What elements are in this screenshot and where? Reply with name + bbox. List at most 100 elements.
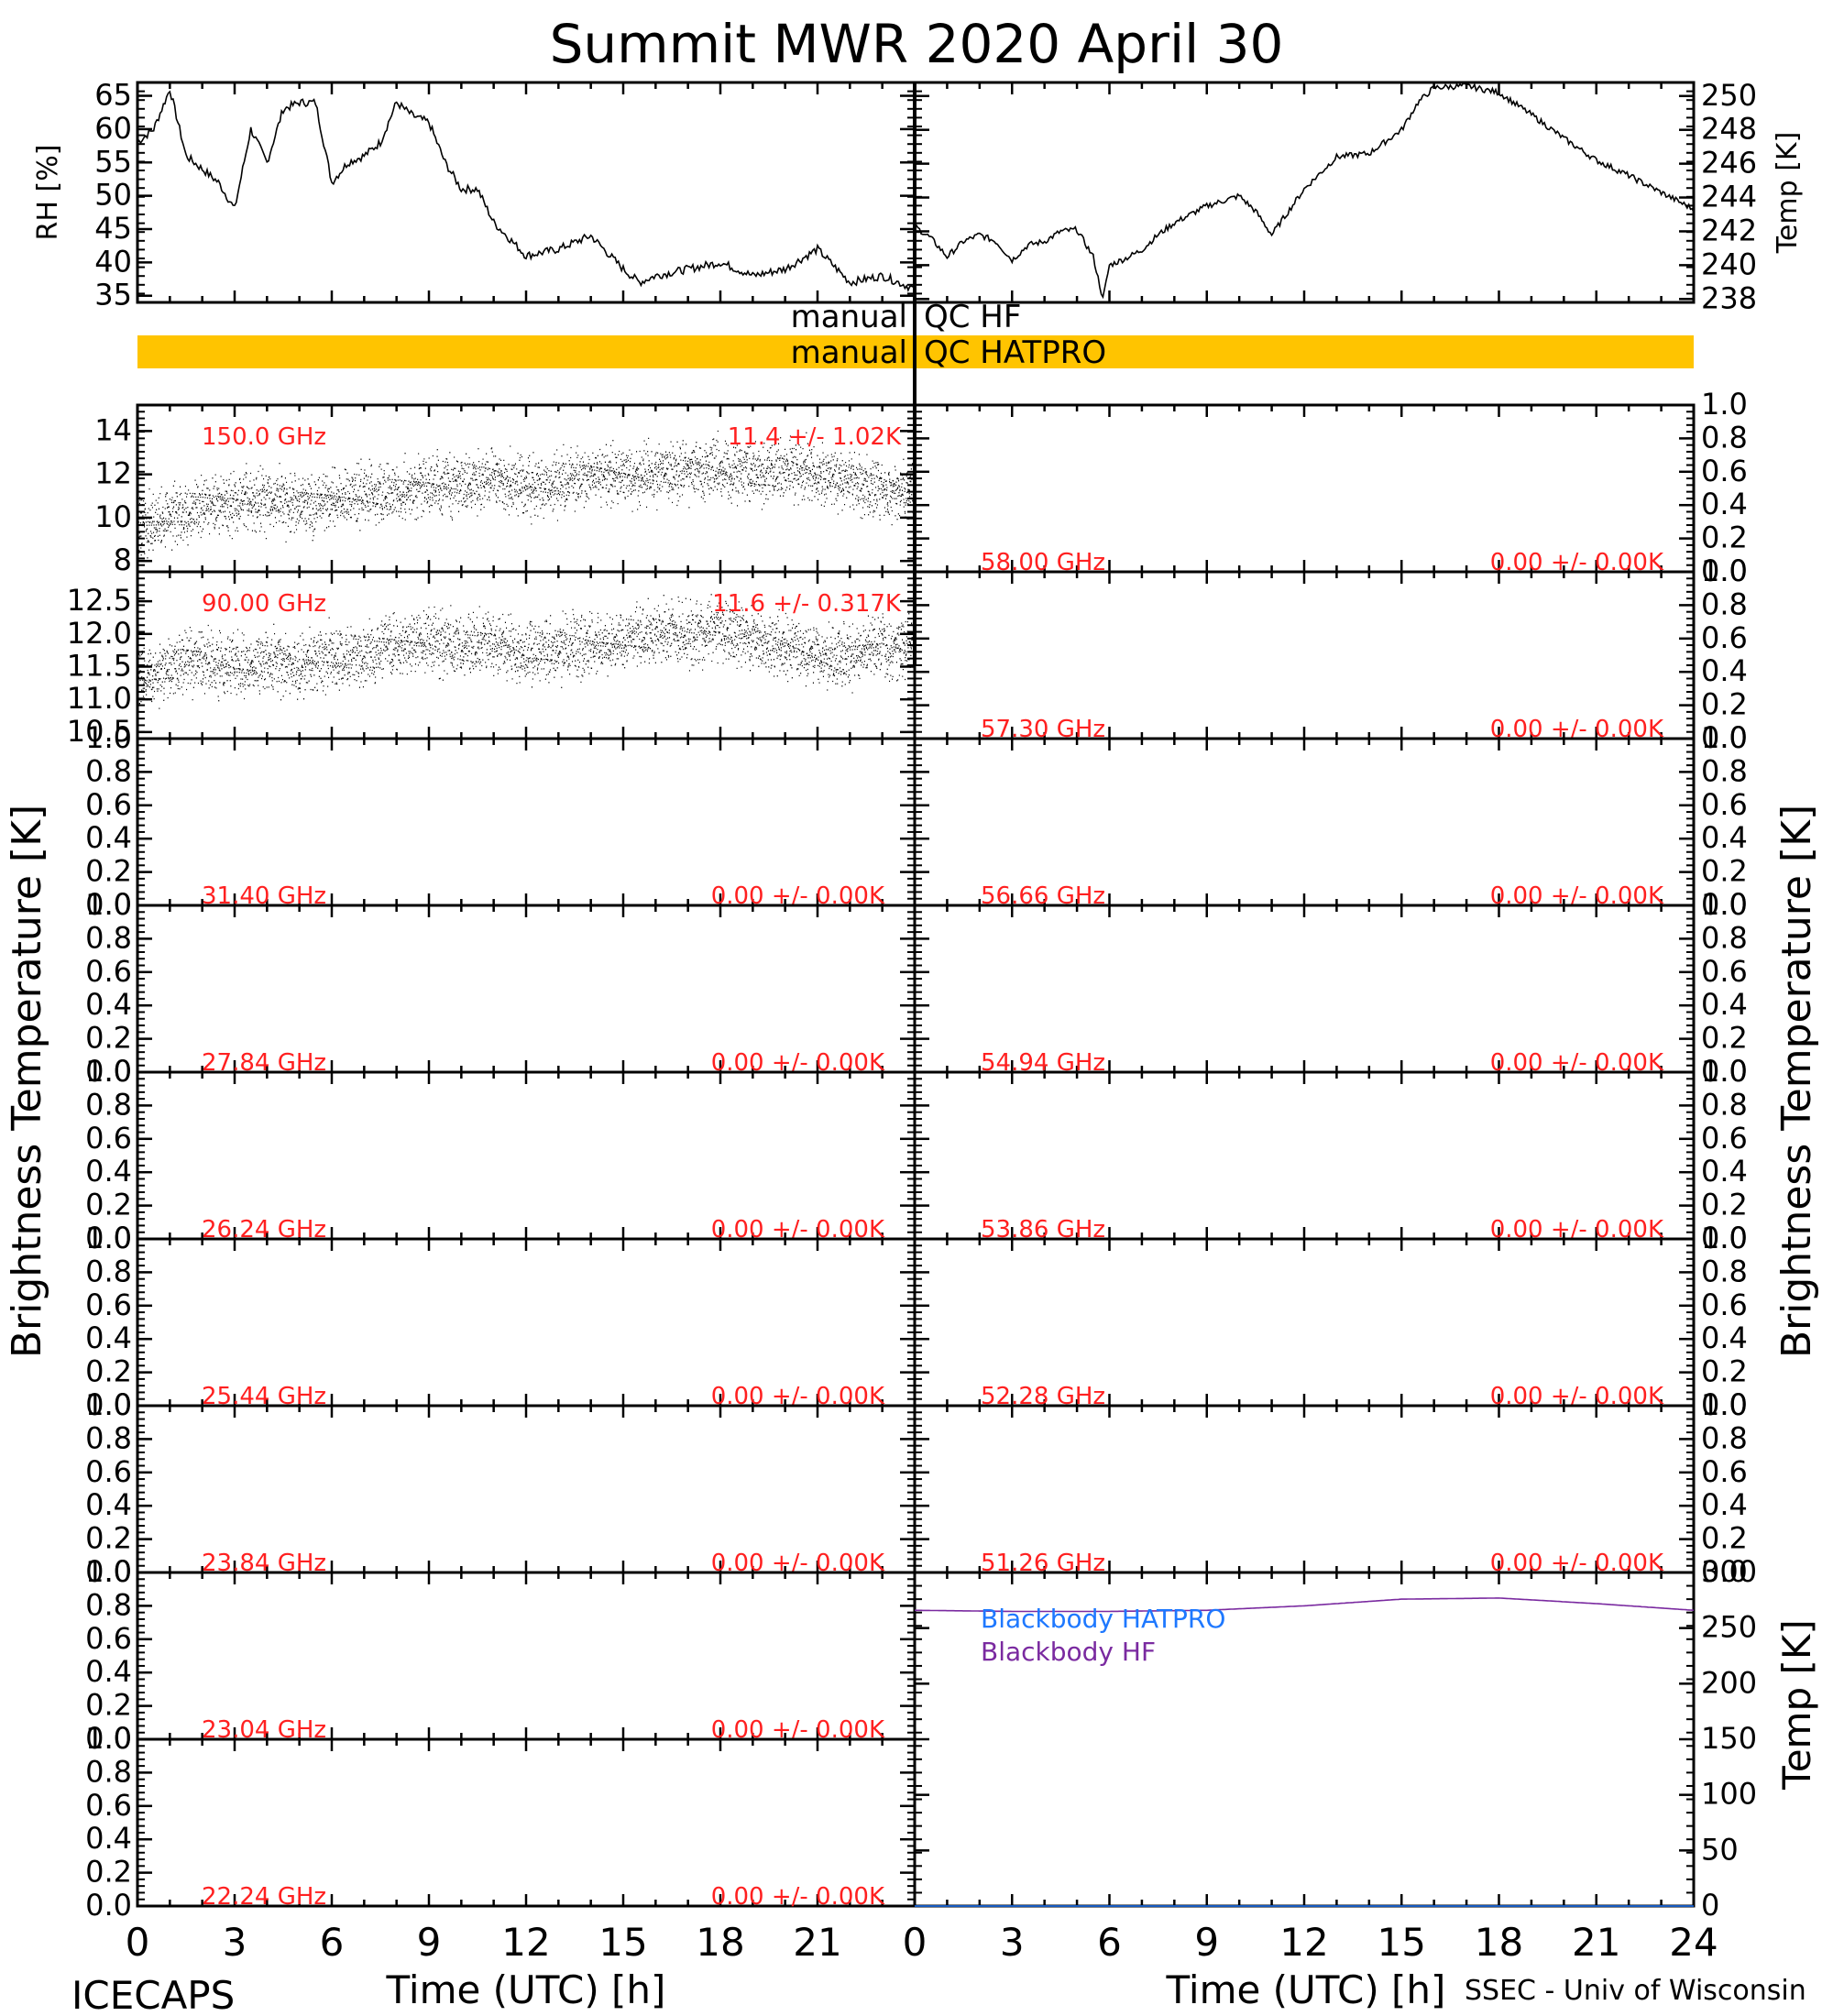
left-channel-panel-ytick-label: 0.2 <box>85 854 132 889</box>
footer-left: ICECAPS <box>71 1973 235 2016</box>
left-channel-panel-ytick-label: 0.2 <box>85 1354 132 1389</box>
channel-stats-label: 0.00 +/- 0.00K <box>711 1883 885 1911</box>
right-channel-panel-ytick-label: 0.6 <box>1701 620 1748 655</box>
channel-stats-label: 11.6 +/- 0.317K <box>712 590 902 618</box>
left-channel-panel <box>136 1070 916 1241</box>
right-channel-panel-ytick-label: 0.6 <box>1701 1287 1748 1322</box>
right-channel-panel-ytick-label: 1.0 <box>1701 1387 1748 1422</box>
left-channel-panel-ytick-label: 0.6 <box>85 1454 132 1489</box>
right-channel-panel-ytick-label: 0.2 <box>1701 687 1748 722</box>
left-side-label: Brightness Temperature [K] <box>4 805 50 1358</box>
left-channel-panel-ytick-label: 0.8 <box>85 753 132 788</box>
blackbody-panel-ytick-label: 250 <box>1701 1610 1757 1645</box>
left-channel-panel-ytick-label: 0.6 <box>85 1287 132 1322</box>
right-channel-panel <box>913 904 1696 1074</box>
right-channel-panel-ytick-label: 0.0 <box>1701 887 1748 922</box>
right-channel-panel-ytick-label: 0.8 <box>1701 586 1748 621</box>
time-tick-label-left: 12 <box>501 1920 550 1965</box>
left-channel-panel-ytick-label: 0.6 <box>85 1121 132 1156</box>
time-tick-label-left: 21 <box>793 1920 841 1965</box>
right-channel-panel-ytick-label: 0.6 <box>1701 454 1748 488</box>
right-channel-panel-ytick-label: 0.4 <box>1701 820 1748 855</box>
left-channel-panel-ytick-label: 0.0 <box>85 1888 132 1923</box>
right-channel-panel-ytick-label: 1.0 <box>1701 387 1748 422</box>
right-channel-panel-ytick-label: 0.4 <box>1701 653 1748 688</box>
left-channel-panel-ytick-label: 0.0 <box>85 1387 132 1422</box>
right-channel-panel-ytick-label: 0.8 <box>1701 420 1748 455</box>
time-tick-label-right: 12 <box>1279 1920 1328 1965</box>
time-tick-label-right: 21 <box>1572 1920 1620 1965</box>
time-tick-label-right: 18 <box>1475 1920 1523 1965</box>
left-channel-panel-ytick-label: 0.4 <box>85 1821 132 1856</box>
right-channel-panel-ytick-label: 0.0 <box>1701 1387 1748 1422</box>
temp-panel-ytick-label: 246 <box>1701 146 1757 181</box>
blackbody-panel-ytick-label: 50 <box>1701 1832 1739 1867</box>
right-channel-panel-ytick-label: 0.2 <box>1701 1354 1748 1389</box>
left-channel-panel-ytick-label: 1.0 <box>85 1387 132 1422</box>
temp-panel-ytick-label: 248 <box>1701 112 1757 147</box>
temp-series-line <box>914 82 1695 300</box>
qc-hf-label-left: manual <box>791 299 907 335</box>
right-channel-panel-ytick-label: 0.8 <box>1701 1420 1748 1455</box>
channel-freq-label: 150.0 GHz <box>202 423 326 451</box>
left-channel-panel-ytick-label: 0.8 <box>85 1254 132 1288</box>
left-channel-panel-ytick-label: 0.2 <box>85 1188 132 1222</box>
time-tick-label-left: 15 <box>598 1920 647 1965</box>
left-channel-panel-ytick-label: 10 <box>94 499 132 534</box>
qc-hf-label-right: QC HF <box>924 299 1021 335</box>
left-channel-panel-ytick-label: 1.0 <box>85 1054 132 1089</box>
time-tick-label-left: 18 <box>696 1920 744 1965</box>
time-tick-label-right: 24 <box>1669 1920 1718 1965</box>
channel-stats-label: 11.4 +/- 1.02K <box>728 423 902 451</box>
left-channel-panel-ytick-label: 0.6 <box>85 1788 132 1823</box>
left-channel-panel-ytick-label: 0.0 <box>85 1554 132 1589</box>
right-channel-panel-ytick-label: 0.4 <box>1701 1154 1748 1189</box>
left-channel-panel-ytick-label: 0.2 <box>85 1021 132 1056</box>
left-channel-panel-ytick-label: 11.0 <box>67 681 132 716</box>
right-channel-panel-ytick-label: 0.2 <box>1701 1021 1748 1056</box>
qc-hatpro-label-left: manual <box>791 334 907 371</box>
blackbody-panel-ytick-label: 150 <box>1701 1721 1757 1756</box>
right-channel-panel-ytick-label: 0.0 <box>1701 720 1748 755</box>
time-tick-label-right: 6 <box>1097 1920 1122 1965</box>
left-channel-panel-ytick-label: 0.2 <box>85 1855 132 1890</box>
temp-panel-ytick-label: 238 <box>1701 280 1757 315</box>
rh-axis-label: RH [%] <box>32 145 64 241</box>
rh-panel-ytick-label: 55 <box>94 144 132 179</box>
right-channel-panel-ytick-label: 0.0 <box>1701 1221 1748 1255</box>
left-channel-panel-ytick-label: 0.2 <box>85 1521 132 1556</box>
temp-panel-ytick-label: 240 <box>1701 247 1757 281</box>
legend-blackbody-hf: Blackbody HF <box>981 1637 1156 1667</box>
temp-panel-ytick-label: 242 <box>1701 213 1757 247</box>
left-channel-panel-ytick-label: 0.6 <box>85 954 132 989</box>
right-channel-panel <box>913 737 1696 907</box>
right-channel-panel-ytick-label: 0.2 <box>1701 1188 1748 1222</box>
rh-series-line <box>137 90 916 292</box>
right-channel-panel-ytick-label: 0.8 <box>1701 1087 1748 1122</box>
channel-scatter-ch150 <box>137 430 916 559</box>
right-channel-panel <box>913 570 1696 740</box>
right-channel-panel-ytick-label: 1.0 <box>1701 887 1748 922</box>
left-channel-panel-ytick-label: 1.0 <box>85 1721 132 1756</box>
left-channel-panel-ytick-label: 12 <box>94 456 132 491</box>
left-channel-panel-ytick-label: 0.4 <box>85 820 132 855</box>
time-tick-label-right: 0 <box>903 1920 927 1965</box>
left-channel-panel-ytick-label: 0.4 <box>85 1320 132 1355</box>
right-channel-panel-ytick-label: 0.4 <box>1701 1320 1748 1355</box>
right-channel-panel-ytick-label: 1.0 <box>1701 720 1748 755</box>
left-channel-panel-ytick-label: 12.0 <box>67 616 132 651</box>
right-channel-panel <box>913 403 1696 574</box>
channel-freq-label: 22.24 GHz <box>202 1883 326 1911</box>
left-channel-panel-ytick-label: 11.5 <box>67 648 132 683</box>
left-channel-panel-ytick-label: 0.8 <box>85 1587 132 1622</box>
right-channel-panel-ytick-label: 0.6 <box>1701 1454 1748 1489</box>
left-channel-panel-ytick-label: 0.4 <box>85 1654 132 1689</box>
right-channel-panel-ytick-label: 0.2 <box>1701 1521 1748 1556</box>
time-tick-label-right: 3 <box>1000 1920 1025 1965</box>
left-channel-panel-ytick-label: 0.4 <box>85 1154 132 1189</box>
right-channel-panel-ytick-label: 0.4 <box>1701 487 1748 521</box>
rh-panel-ytick-label: 40 <box>94 244 132 279</box>
left-channel-panel <box>136 1237 916 1408</box>
channel-freq-label: 90.00 GHz <box>202 590 326 618</box>
time-tick-label-left: 6 <box>320 1920 345 1965</box>
